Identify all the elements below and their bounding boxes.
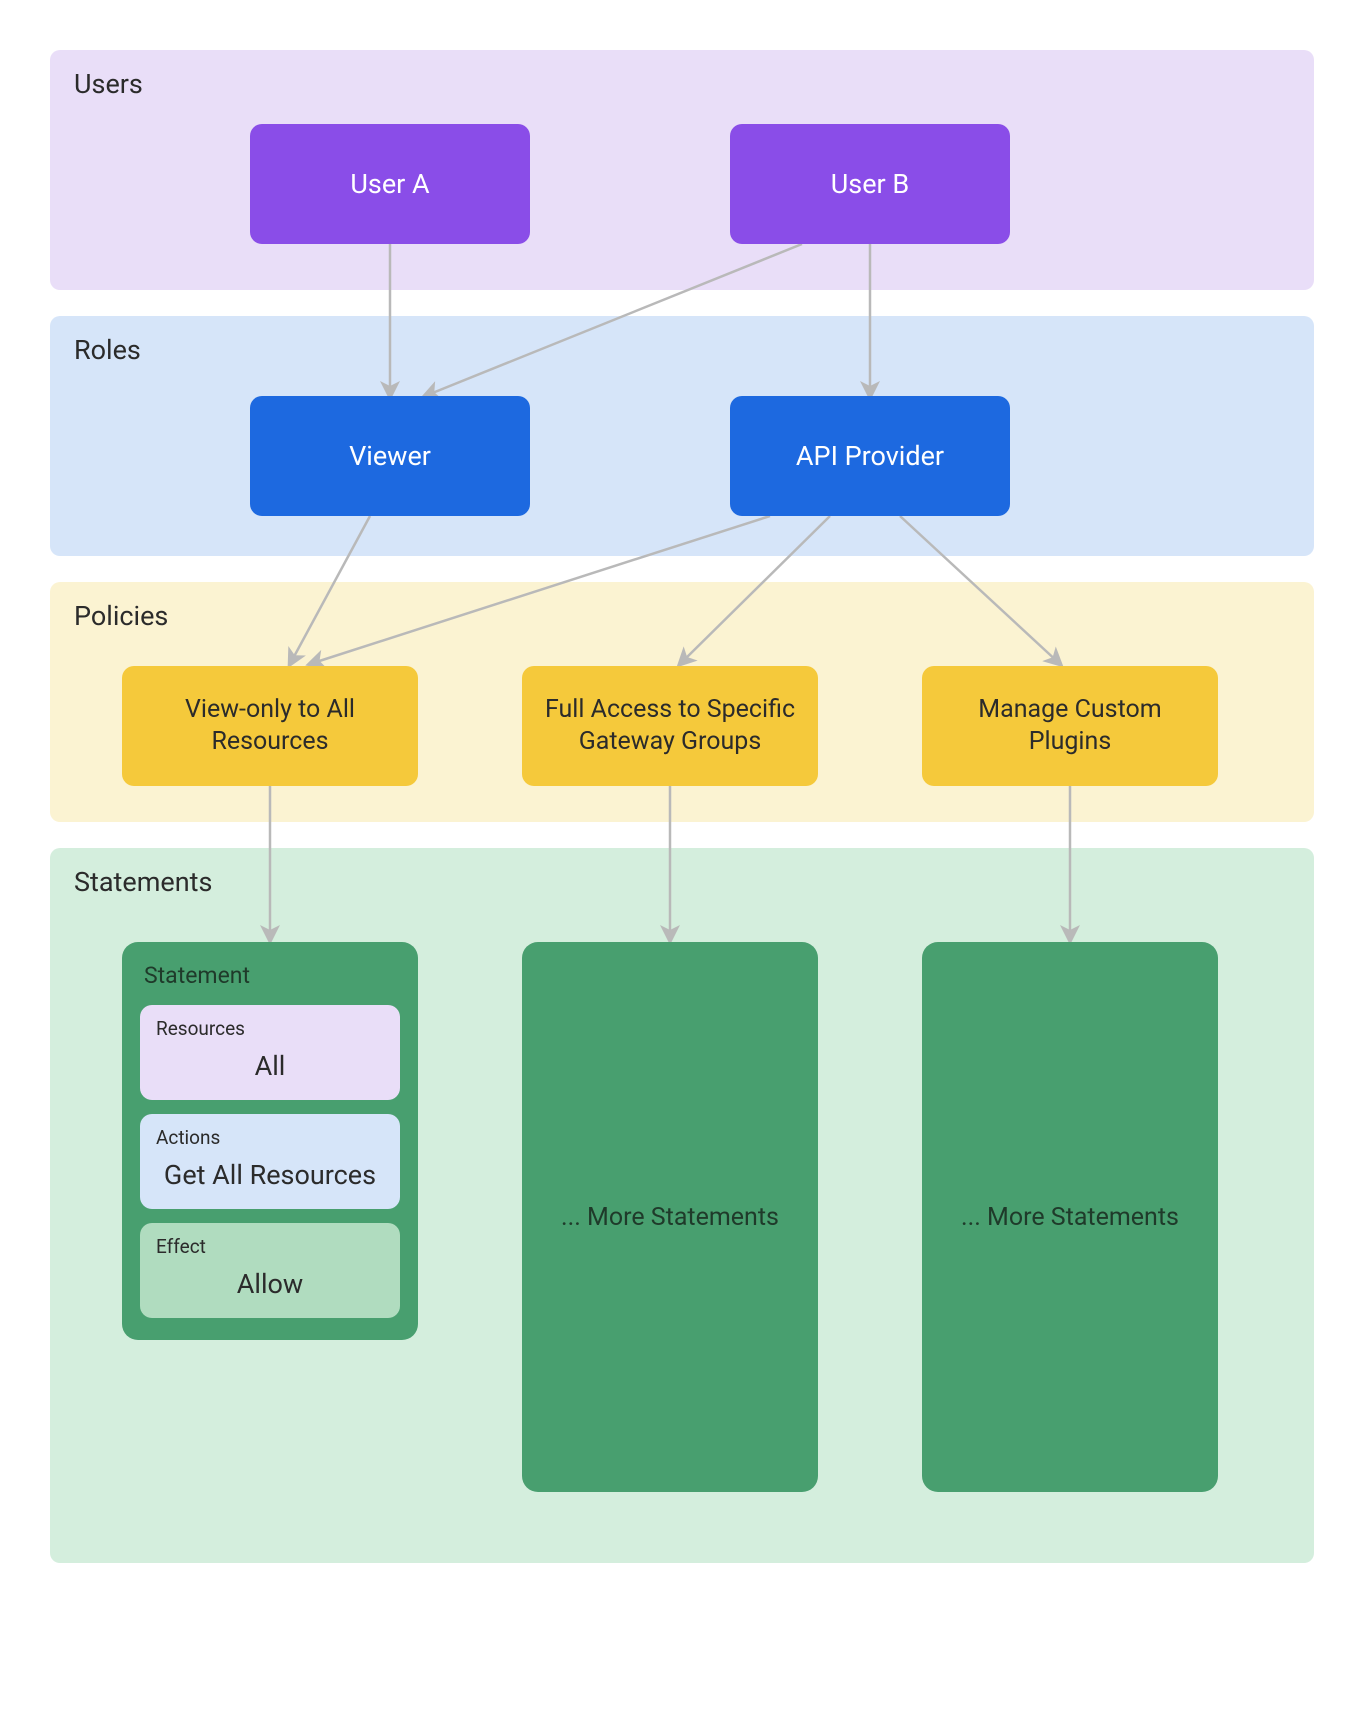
policy-plugins-node: Manage Custom Plugins [922, 666, 1218, 786]
user-b-label: User B [831, 168, 909, 200]
statement-resources: Resources All [140, 1005, 400, 1100]
policy-fullaccess-label: Full Access to Specific Gateway Groups [542, 694, 798, 759]
statement-more-1: ... More Statements [522, 942, 818, 1492]
section-roles-label: Roles [74, 334, 1290, 366]
statement-detail-node: Statement Resources All Actions Get All … [122, 942, 418, 1340]
statement-actions-value: Get All Resources [156, 1159, 384, 1191]
section-users-label: Users [74, 68, 1290, 100]
statement-effect-key: Effect [156, 1235, 384, 1258]
policy-plugins-label: Manage Custom Plugins [942, 694, 1198, 759]
statement-header: Statement [144, 962, 400, 989]
statement-effect: Effect Allow [140, 1223, 400, 1318]
policy-viewonly-node: View-only to All Resources [122, 666, 418, 786]
statement-more-2: ... More Statements [922, 942, 1218, 1492]
statement-resources-key: Resources [156, 1017, 384, 1040]
section-users: Users [50, 50, 1314, 290]
statement-actions: Actions Get All Resources [140, 1114, 400, 1209]
user-a-node: User A [250, 124, 530, 244]
section-roles: Roles [50, 316, 1314, 556]
viewer-role-node: Viewer [250, 396, 530, 516]
section-policies-label: Policies [74, 600, 1290, 632]
statement-resources-value: All [156, 1050, 384, 1082]
user-b-node: User B [730, 124, 1010, 244]
statement-actions-key: Actions [156, 1126, 384, 1149]
statement-effect-value: Allow [156, 1268, 384, 1300]
policy-fullaccess-node: Full Access to Specific Gateway Groups [522, 666, 818, 786]
user-a-label: User A [350, 168, 429, 200]
api-provider-role-label: API Provider [796, 440, 944, 472]
viewer-role-label: Viewer [349, 440, 431, 472]
statement-more-1-label: ... More Statements [561, 1203, 779, 1232]
policy-viewonly-label: View-only to All Resources [142, 694, 398, 759]
statement-more-2-label: ... More Statements [961, 1203, 1179, 1232]
section-statements-label: Statements [74, 866, 1290, 898]
api-provider-role-node: API Provider [730, 396, 1010, 516]
